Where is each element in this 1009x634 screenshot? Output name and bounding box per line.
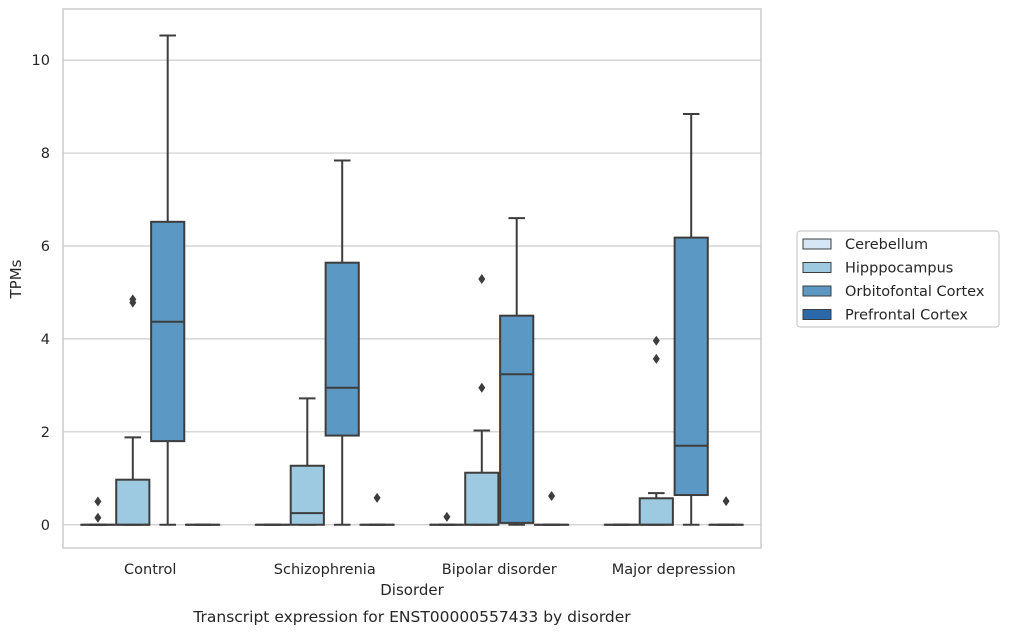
x-axis-ticks: Control Schizophrenia Bipolar disorder Majo… [124, 562, 736, 578]
box-orbitofontal-cortex [150, 34, 186, 526]
legend-label: Orbitofontal Cortex [845, 284, 985, 300]
box-hipppocampus [115, 294, 151, 526]
legend-swatch [802, 238, 832, 250]
box-orbitofontal-cortex [499, 217, 535, 526]
outlier-point [722, 496, 730, 507]
box-cerebellum [80, 496, 116, 526]
box-prefrontal-cortex [534, 490, 570, 526]
box-hipppocampus [638, 335, 674, 526]
outlier-point [443, 511, 451, 522]
box-body [289, 464, 325, 526]
y-axis-label: TPMs [7, 259, 25, 299]
outlier-point [548, 490, 556, 501]
y-tick-label: 2 [41, 425, 50, 441]
legend-swatch [802, 262, 832, 273]
box-body [499, 314, 535, 524]
legend: Cerebellum Hipppocampus Orbitofontal Corte… [796, 230, 1000, 328]
legend-swatch [802, 309, 832, 320]
y-tick-label: 10 [32, 53, 50, 69]
box-body [324, 261, 360, 437]
box-hipppocampus [289, 397, 325, 526]
box-cerebellum [429, 511, 465, 526]
outlier-point [478, 273, 486, 284]
legend-swatch [802, 285, 832, 297]
box-body [115, 478, 151, 526]
y-tick-label: 8 [41, 146, 50, 162]
box-hipppocampus [464, 273, 500, 526]
outlier-point [129, 294, 137, 305]
plot-frame [62, 8, 762, 549]
legend-frame [796, 230, 1000, 328]
outlier-point [652, 353, 660, 364]
box-orbitofontal-cortex [673, 113, 709, 526]
x-tick-label: Schizophrenia [274, 562, 376, 578]
y-axis-ticks: 0 2 4 6 8 10 [32, 53, 50, 534]
outlier-point [373, 492, 381, 503]
x-tick-label: Major depression [612, 562, 736, 578]
y-tick-label: 0 [41, 518, 50, 534]
box-plot-marks [80, 34, 744, 526]
outlier-point [94, 496, 102, 507]
outlier-point [94, 512, 102, 523]
box-body [464, 471, 500, 526]
outlier-point [478, 382, 486, 393]
x-tick-label: Bipolar disorder [442, 562, 557, 578]
legend-label: Cerebellum [845, 237, 928, 253]
box-body [150, 220, 186, 443]
x-axis-label: Disorder [380, 581, 444, 599]
outlier-point [652, 335, 660, 346]
box-prefrontal-cortex [359, 492, 395, 526]
box-body [638, 497, 674, 526]
y-tick-label: 4 [41, 332, 50, 348]
chart-caption: Transcript expression for ENST0000055743… [192, 608, 631, 626]
y-tick-label: 6 [41, 239, 50, 255]
box-body [673, 236, 709, 497]
box-prefrontal-cortex [708, 496, 744, 526]
legend-label: Prefrontal Cortex [845, 308, 968, 324]
x-tick-label: Control [124, 562, 176, 578]
legend-label: Hipppocampus [845, 261, 953, 277]
box-orbitofontal-cortex [324, 159, 360, 526]
